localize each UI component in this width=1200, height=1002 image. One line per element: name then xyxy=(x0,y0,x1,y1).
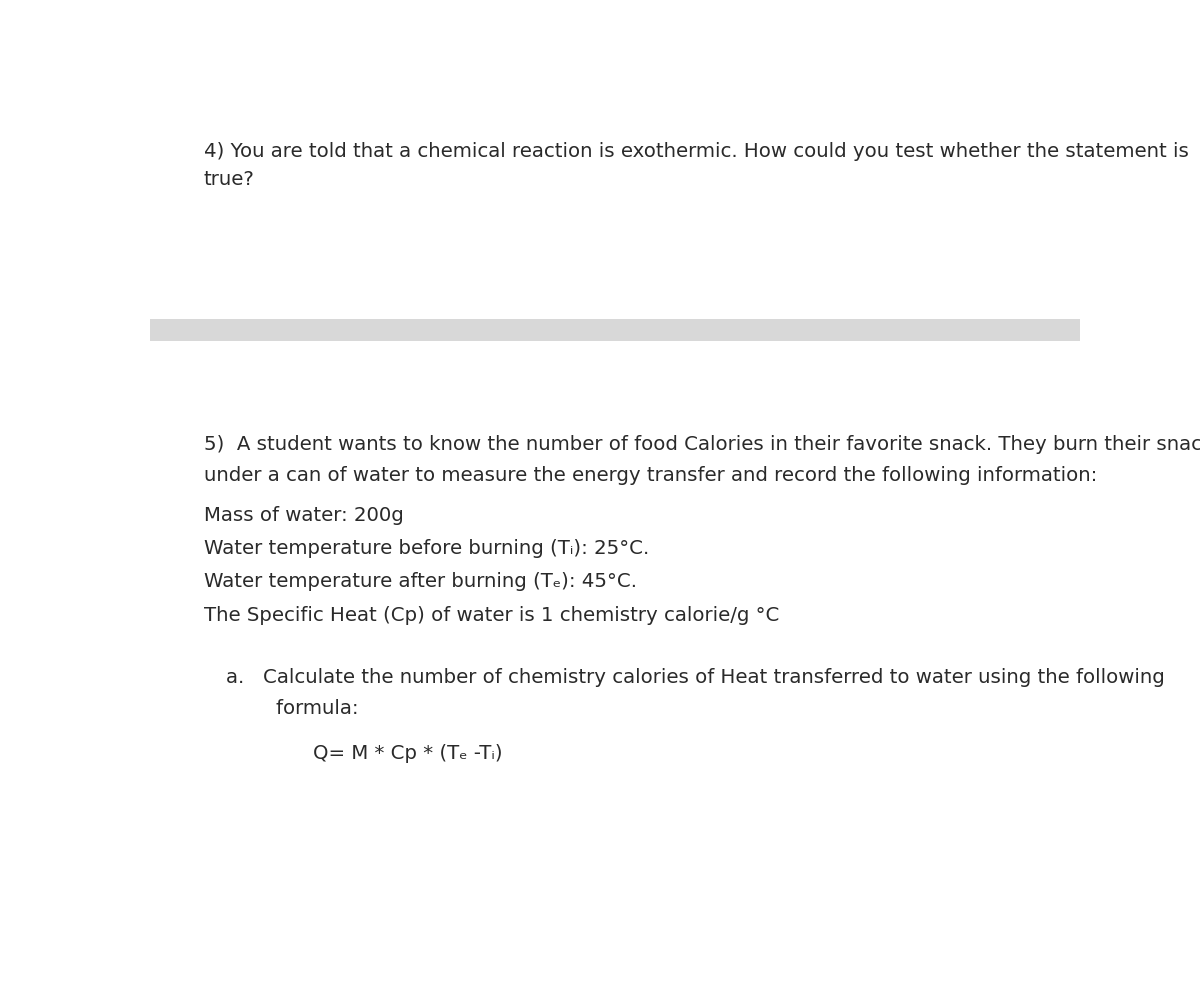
Text: formula:: formula: xyxy=(227,699,359,717)
Text: 5)  A student wants to know the number of food Calories in their favorite snack.: 5) A student wants to know the number of… xyxy=(204,435,1200,454)
Text: 4) You are told that a chemical reaction is exothermic. How could you test wheth: 4) You are told that a chemical reaction… xyxy=(204,142,1189,161)
Text: a.   Calculate the number of chemistry calories of Heat transferred to water usi: a. Calculate the number of chemistry cal… xyxy=(227,668,1165,687)
Text: The Specific Heat (Cp) of water is 1 chemistry calorie/g °C: The Specific Heat (Cp) of water is 1 che… xyxy=(204,605,779,624)
Text: true?: true? xyxy=(204,169,254,188)
Bar xyxy=(150,320,1080,341)
Text: Water temperature after burning (Tₑ): 45°C.: Water temperature after burning (Tₑ): 45… xyxy=(204,572,637,591)
Text: Q= M * Cp * (Tₑ -Tᵢ): Q= M * Cp * (Tₑ -Tᵢ) xyxy=(313,743,503,763)
Text: Mass of water: 200g: Mass of water: 200g xyxy=(204,506,403,525)
Text: under a can of water to measure the energy transfer and record the following inf: under a can of water to measure the ener… xyxy=(204,466,1097,485)
Text: Water temperature before burning (Tᵢ): 25°C.: Water temperature before burning (Tᵢ): 2… xyxy=(204,539,649,558)
